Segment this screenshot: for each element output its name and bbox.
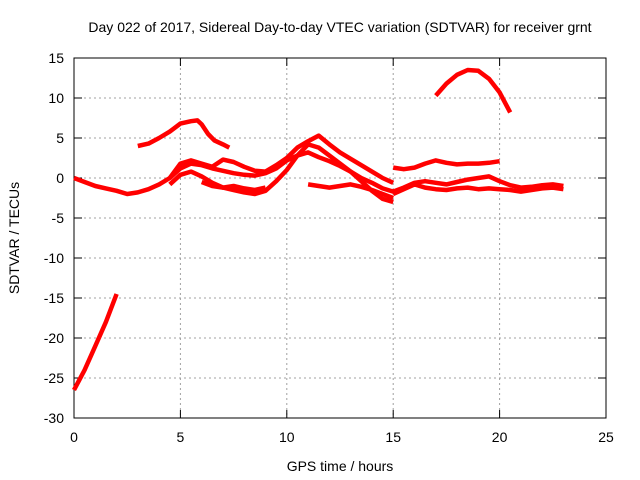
series-line-arc-8 <box>392 158 500 172</box>
series-line-arc-7 <box>307 182 394 201</box>
y-tick-label: 5 <box>56 130 64 146</box>
series-line-arc-6 <box>200 179 266 193</box>
y-tick-label: 10 <box>48 90 64 106</box>
y-tick-label: -15 <box>44 290 64 306</box>
x-tick-label: 5 <box>177 429 185 445</box>
y-tick-label: -20 <box>44 330 64 346</box>
data-series <box>72 67 564 392</box>
series-line-arc-1 <box>72 293 119 392</box>
y-tick-label: -25 <box>44 370 64 386</box>
y-tick-label: 15 <box>48 50 64 66</box>
y-tick-label: -10 <box>44 250 64 266</box>
series-line-arc-10 <box>434 67 513 114</box>
x-tick-label: 20 <box>492 429 508 445</box>
x-tick-label: 15 <box>385 429 401 445</box>
series-line-arc-3 <box>137 118 231 150</box>
plot-frame <box>73 57 607 419</box>
y-tick-label: 0 <box>56 170 64 186</box>
axis-ticks: 0 5 10 15 20 25 -30 -25 -20 -15 -10 -5 0 5 10 15 <box>44 50 614 445</box>
series-line-arc-2 <box>73 150 564 197</box>
y-tick-label: -5 <box>52 210 65 226</box>
y-tick-label: -30 <box>44 410 64 426</box>
grid-lines <box>74 58 606 418</box>
series-line-arc-5 <box>168 142 394 205</box>
y-axis-label: SDTVAR / TECUs <box>6 182 22 294</box>
x-tick-label: 25 <box>598 429 614 445</box>
x-tick-label: 10 <box>279 429 295 445</box>
series-line-arc-4 <box>167 133 395 185</box>
x-tick-label: 0 <box>70 429 78 445</box>
chart-title: Day 022 of 2017, Sidereal Day-to-day VTE… <box>88 19 591 35</box>
x-axis-label: GPS time / hours <box>287 458 394 474</box>
series-line-arc-9 <box>392 182 564 197</box>
